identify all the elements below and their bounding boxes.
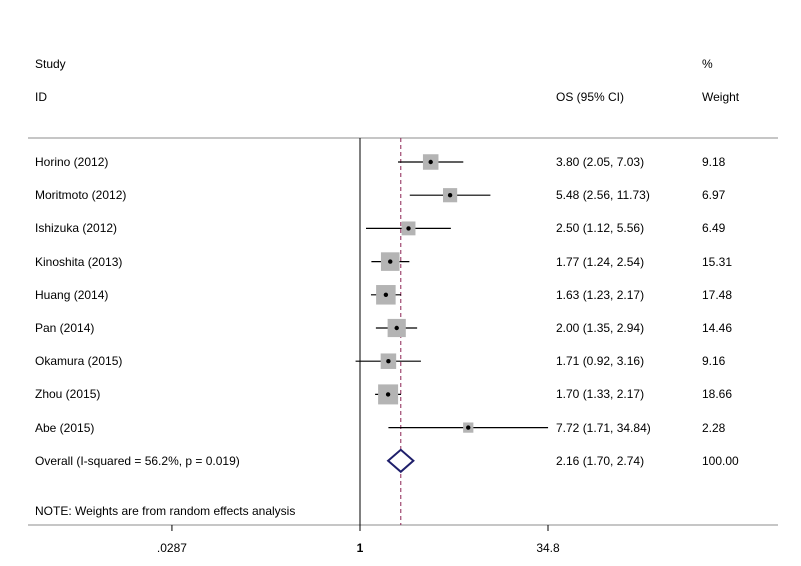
study-label: Okamura (2015) bbox=[35, 354, 123, 369]
effect-ci-text: 1.70 (1.33, 2.17) bbox=[556, 387, 645, 402]
x-tick-label: 1 bbox=[356, 541, 364, 555]
point-estimate bbox=[386, 359, 391, 364]
point-estimate bbox=[394, 325, 399, 331]
point-estimate bbox=[383, 292, 389, 297]
effect-ci-text: 1.63 (1.23, 2.17) bbox=[556, 287, 645, 302]
effect-ci-text: 3.80 (2.05, 7.03) bbox=[556, 155, 645, 169]
weight-text: 15.31 bbox=[702, 254, 733, 269]
point-estimate bbox=[447, 193, 453, 198]
header-effect: OS (95% CI) bbox=[556, 90, 625, 104]
effect-ci-text: 2.00 (1.35, 2.94) bbox=[556, 321, 645, 335]
overall-label: Overall (I-squared = 56.2%, p = 0.019) bbox=[35, 453, 240, 468]
note-text: NOTE: Weights are from random effects an… bbox=[35, 504, 296, 518]
x-tick-label: .0287 bbox=[156, 541, 187, 555]
weight-text: 2.28 bbox=[702, 420, 726, 435]
header-percent: % bbox=[702, 57, 713, 71]
x-tick-label: 34.8 bbox=[536, 541, 560, 555]
study-label: Pan (2014) bbox=[35, 321, 95, 335]
weight-text: 17.48 bbox=[702, 287, 733, 302]
effect-ci-text: 7.72 (1.71, 34.84) bbox=[556, 420, 651, 435]
weight-text: 9.16 bbox=[702, 354, 726, 369]
overall-diamond bbox=[386, 448, 415, 474]
point-estimate bbox=[388, 259, 393, 264]
point-estimate bbox=[428, 159, 433, 165]
study-label: Kinoshita (2013) bbox=[35, 254, 123, 269]
study-label: Ishizuka (2012) bbox=[35, 221, 118, 236]
study-label: Abe (2015) bbox=[35, 420, 95, 435]
weight-text: 6.49 bbox=[702, 221, 726, 236]
weight-text: 6.97 bbox=[702, 188, 726, 203]
study-label: Horino (2012) bbox=[35, 155, 109, 169]
point-estimate bbox=[385, 392, 391, 397]
effect-ci-text: 5.48 (2.56, 11.73) bbox=[556, 188, 650, 203]
effect-ci-text: 2.50 (1.12, 5.56) bbox=[556, 221, 645, 236]
effect-ci-text: 1.71 (0.92, 3.16) bbox=[556, 354, 645, 369]
weight-text: 14.46 bbox=[702, 321, 733, 335]
overall-weight-text: 100.00 bbox=[702, 453, 739, 468]
overall-effect-text: 2.16 (1.70, 2.74) bbox=[556, 453, 645, 468]
header-study: Study bbox=[35, 57, 66, 71]
study-label: Moritmoto (2012) bbox=[35, 188, 127, 203]
header-weight: Weight bbox=[702, 90, 740, 104]
weight-text: 18.66 bbox=[702, 387, 733, 402]
weight-text: 9.18 bbox=[702, 155, 726, 169]
header-id: ID bbox=[35, 90, 47, 104]
point-estimate bbox=[466, 425, 471, 430]
point-estimate bbox=[406, 226, 411, 231]
study-label: Zhou (2015) bbox=[35, 387, 101, 402]
study-label: Huang (2014) bbox=[35, 287, 109, 302]
effect-ci-text: 1.77 (1.24, 2.54) bbox=[556, 254, 645, 269]
